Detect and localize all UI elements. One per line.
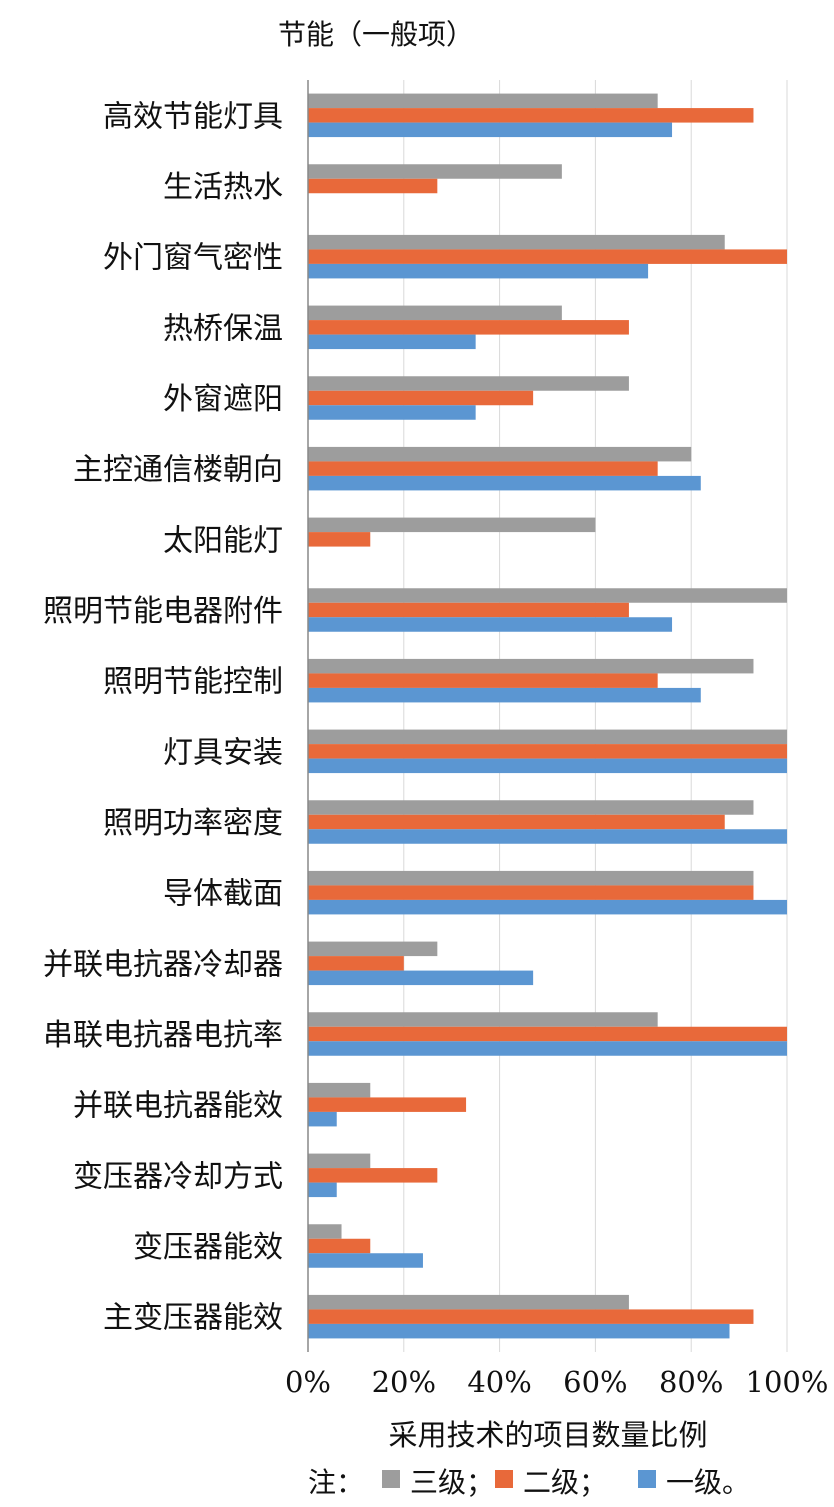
legend-swatch-三级 [382, 1470, 400, 1488]
bar-三级 [308, 517, 596, 533]
legend-swatch-一级 [638, 1470, 656, 1488]
bar-二级 [308, 1026, 787, 1042]
bar-二级 [308, 249, 787, 264]
category-label: 高效节能灯具 [103, 99, 283, 134]
bar-三级 [308, 164, 562, 179]
bar-一级 [308, 758, 787, 774]
grid-lines [403, 80, 788, 1352]
category-label: 变压器冷却方式 [73, 1159, 283, 1194]
bar-二级 [308, 1168, 438, 1183]
bar-一级 [308, 122, 673, 138]
bar-三级 [308, 446, 692, 462]
bar-一级 [308, 1111, 337, 1127]
legend-prefix: 注： [308, 1466, 364, 1499]
bar-一级 [308, 899, 787, 915]
legend: 注： 三级； 二级； 一级。 [308, 1466, 750, 1499]
bar-一级 [308, 1182, 337, 1198]
category-label: 生活热水 [163, 170, 283, 205]
bar-二级 [308, 1097, 467, 1112]
bar-三级 [308, 234, 725, 250]
bar-三级 [308, 1294, 629, 1310]
x-tick-label: 40% [467, 1365, 531, 1399]
bar-三级 [308, 1082, 371, 1098]
bar-一级 [308, 687, 701, 703]
bar-二级 [308, 108, 754, 123]
category-label: 主控通信楼朝向 [73, 453, 283, 488]
bar-一级 [308, 405, 476, 420]
category-label: 导体截面 [163, 877, 283, 912]
x-axis-label: 采用技术的项目数量比例 [388, 1418, 707, 1452]
bar-三级 [308, 376, 629, 391]
bar-二级 [308, 1238, 371, 1254]
x-tick-labels: 0% 20% 40% 60% 80% 100% [285, 1365, 828, 1399]
category-label: 并联电抗器冷却器 [43, 947, 283, 982]
category-label: 主变压器能效 [103, 1301, 283, 1336]
category-label: 并联电抗器能效 [73, 1089, 283, 1124]
bar-一级 [308, 263, 649, 279]
bar-二级 [308, 602, 629, 618]
bar-三级 [308, 1153, 371, 1169]
bar-三级 [308, 588, 787, 603]
bar-三级 [308, 658, 754, 674]
bar-三级 [308, 93, 658, 109]
category-label: 太阳能灯 [163, 523, 283, 558]
bar-二级 [308, 390, 534, 406]
bar-二级 [308, 532, 371, 547]
category-label: 照明节能电器附件 [43, 594, 283, 629]
legend-entry: 三级； [410, 1466, 494, 1499]
bar-一级 [308, 1253, 423, 1268]
x-tick-label: 80% [659, 1365, 723, 1399]
category-label: 灯具安装 [163, 735, 283, 770]
bar-二级 [308, 320, 629, 335]
bar-三级 [308, 941, 438, 957]
legend-entry: 一级。 [666, 1466, 750, 1499]
bar-一级 [308, 475, 701, 491]
bars [308, 93, 787, 1339]
bar-一级 [308, 617, 673, 632]
bar-二级 [308, 956, 404, 971]
category-label: 照明功率密度 [103, 806, 283, 841]
x-tick-label: 60% [563, 1365, 627, 1399]
bar-二级 [308, 1309, 754, 1324]
bar-二级 [308, 814, 725, 830]
bar-一级 [308, 1323, 730, 1339]
x-tick-label: 20% [372, 1365, 436, 1399]
category-label: 热桥保温 [163, 311, 283, 346]
bar-一级 [308, 1041, 787, 1056]
bar-二级 [308, 885, 754, 900]
bar-二级 [308, 673, 658, 688]
chart-title: 节能（一般项） [278, 18, 474, 51]
category-label: 照明节能控制 [103, 665, 283, 700]
bar-二级 [308, 744, 787, 759]
category-label: 变压器能效 [133, 1230, 283, 1265]
bar-一级 [308, 829, 787, 844]
bar-二级 [308, 461, 658, 476]
x-tick-label: 0% [285, 1365, 331, 1399]
category-label: 外窗遮阳 [163, 382, 283, 417]
bar-三级 [308, 870, 754, 886]
category-label: 外门窗气密性 [103, 241, 283, 276]
bar-三级 [308, 800, 754, 815]
bar-三级 [308, 305, 562, 321]
bar-二级 [308, 178, 438, 194]
bar-三级 [308, 729, 787, 745]
x-tick-label: 100% [746, 1365, 829, 1399]
category-labels: 高效节能灯具生活热水外门窗气密性热桥保温外窗遮阳主控通信楼朝向太阳能灯照明节能电… [43, 99, 283, 1335]
bar-三级 [308, 1224, 342, 1239]
bar-一级 [308, 970, 534, 986]
category-label: 串联电抗器电抗率 [43, 1018, 283, 1053]
bar-一级 [308, 334, 476, 350]
bar-三级 [308, 1012, 658, 1027]
legend-entry: 二级； [523, 1466, 607, 1499]
legend-swatch-二级 [495, 1470, 513, 1488]
